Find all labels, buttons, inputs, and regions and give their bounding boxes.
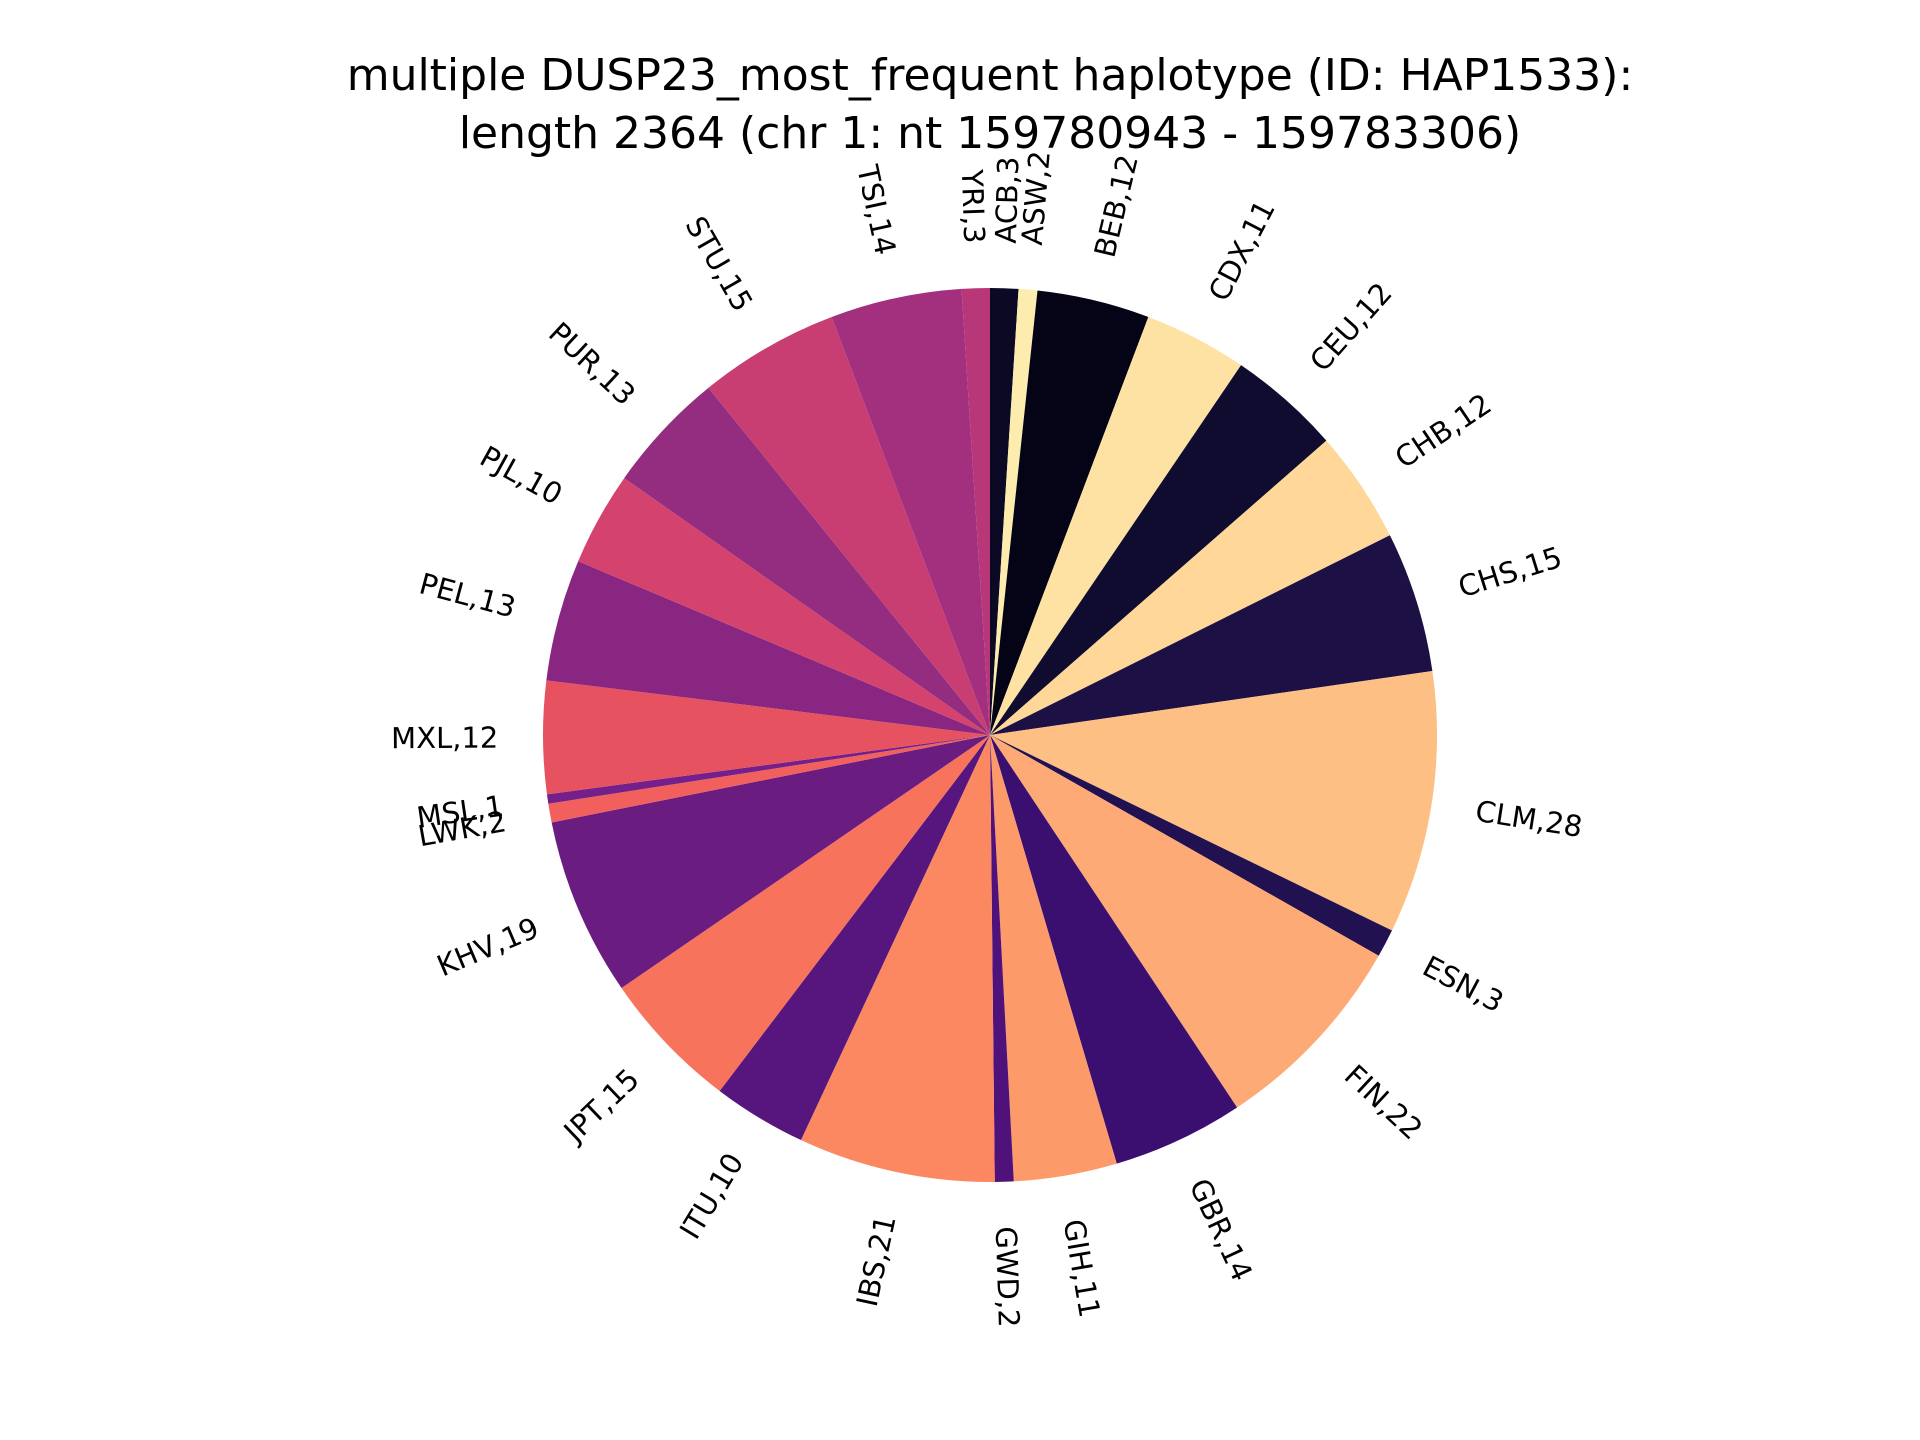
pie-slice-ceu: [990, 365, 1327, 735]
pie-slice-acb: [990, 288, 1019, 735]
pie-slice-esn: [990, 735, 1392, 956]
pie-slice-pur: [624, 387, 990, 735]
pie-slice-ibs: [800, 735, 995, 1182]
pie-slice-cdx: [990, 316, 1242, 735]
pie-label-mxl: MXL,12: [391, 721, 498, 756]
pie-slice-mxl: [542, 680, 990, 795]
pie-slice-itu: [719, 735, 990, 1141]
pie-slice-fin: [990, 735, 1379, 1108]
pie-label-yri: YRI,3: [955, 168, 991, 244]
pie-slice-gbr: [990, 735, 1238, 1164]
pie-slice-tsi: [831, 288, 990, 735]
pie-slice-yri: [961, 288, 990, 735]
pie-slice-pel: [546, 561, 990, 735]
pie-slice-asw: [990, 288, 1038, 735]
pie-slice-beb: [990, 290, 1149, 735]
pie-slice-lwk: [548, 735, 990, 823]
pie-slice-jpt: [621, 735, 990, 1091]
pie-slice-msl: [546, 735, 990, 804]
chart-title-line-2: length 2364 (chr 1: nt 159780943 - 15978…: [459, 108, 1521, 159]
pie-slice-chs: [990, 535, 1433, 735]
pie-label-acb: ACB,3: [989, 156, 1026, 244]
chart-title-line-1: multiple DUSP23_most_frequent haplotype …: [347, 50, 1634, 101]
chart-title: multiple DUSP23_most_frequent haplotype …: [347, 50, 1634, 159]
pie-slice-pjl: [578, 478, 990, 735]
pie-slice-clm: [990, 670, 1438, 931]
pie-label-gwd: GWD,2: [989, 1226, 1026, 1328]
pie-slices: [542, 288, 1438, 1182]
pie-label-asw: ASW,2: [1015, 149, 1057, 246]
pie-slice-stu: [708, 316, 990, 735]
pie-slice-gwd: [990, 735, 1014, 1182]
pie-slice-khv: [551, 735, 990, 989]
pie-slice-chb: [990, 440, 1390, 735]
pie-slice-gih: [990, 735, 1117, 1182]
